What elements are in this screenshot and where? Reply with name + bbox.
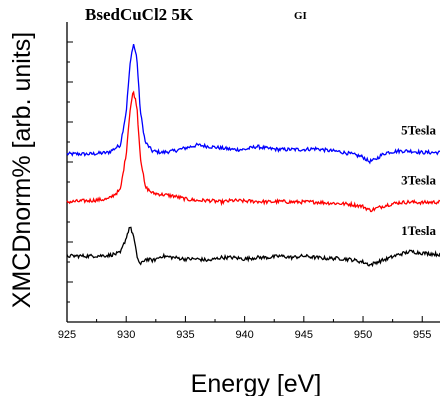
x-axis-label: Energy [eV] xyxy=(191,370,322,396)
x-tick-label: 940 xyxy=(235,329,253,341)
y-axis-ticks xyxy=(67,41,73,303)
x-tick-label: 945 xyxy=(295,329,313,341)
series-labels: 5Tesla 3Tesla 1Tesla xyxy=(401,123,436,239)
series-line-1tesla xyxy=(66,226,440,268)
x-tick-label: 935 xyxy=(176,329,194,341)
series-label-1tesla: 1Tesla xyxy=(401,223,436,238)
series-label-3tesla: 3Tesla xyxy=(401,173,436,188)
series-line-3tesla xyxy=(66,90,440,213)
x-tick-label: 925 xyxy=(58,329,76,341)
y-axis-label: XMCDnorm% [arb. units] xyxy=(8,32,36,308)
x-tick-label: 930 xyxy=(117,329,135,341)
chart-subtitle: GI xyxy=(294,10,307,22)
series-label-5tesla: 5Tesla xyxy=(401,123,436,138)
x-tick-label: 955 xyxy=(413,329,431,341)
series-lines xyxy=(66,43,440,268)
chart-title: BsedCuCl2 5K xyxy=(85,5,194,24)
series-line-5tesla xyxy=(66,43,440,165)
x-axis-ticks: 925 930 935 940 945 950 955 xyxy=(58,316,431,341)
x-tick-label: 950 xyxy=(354,329,372,341)
